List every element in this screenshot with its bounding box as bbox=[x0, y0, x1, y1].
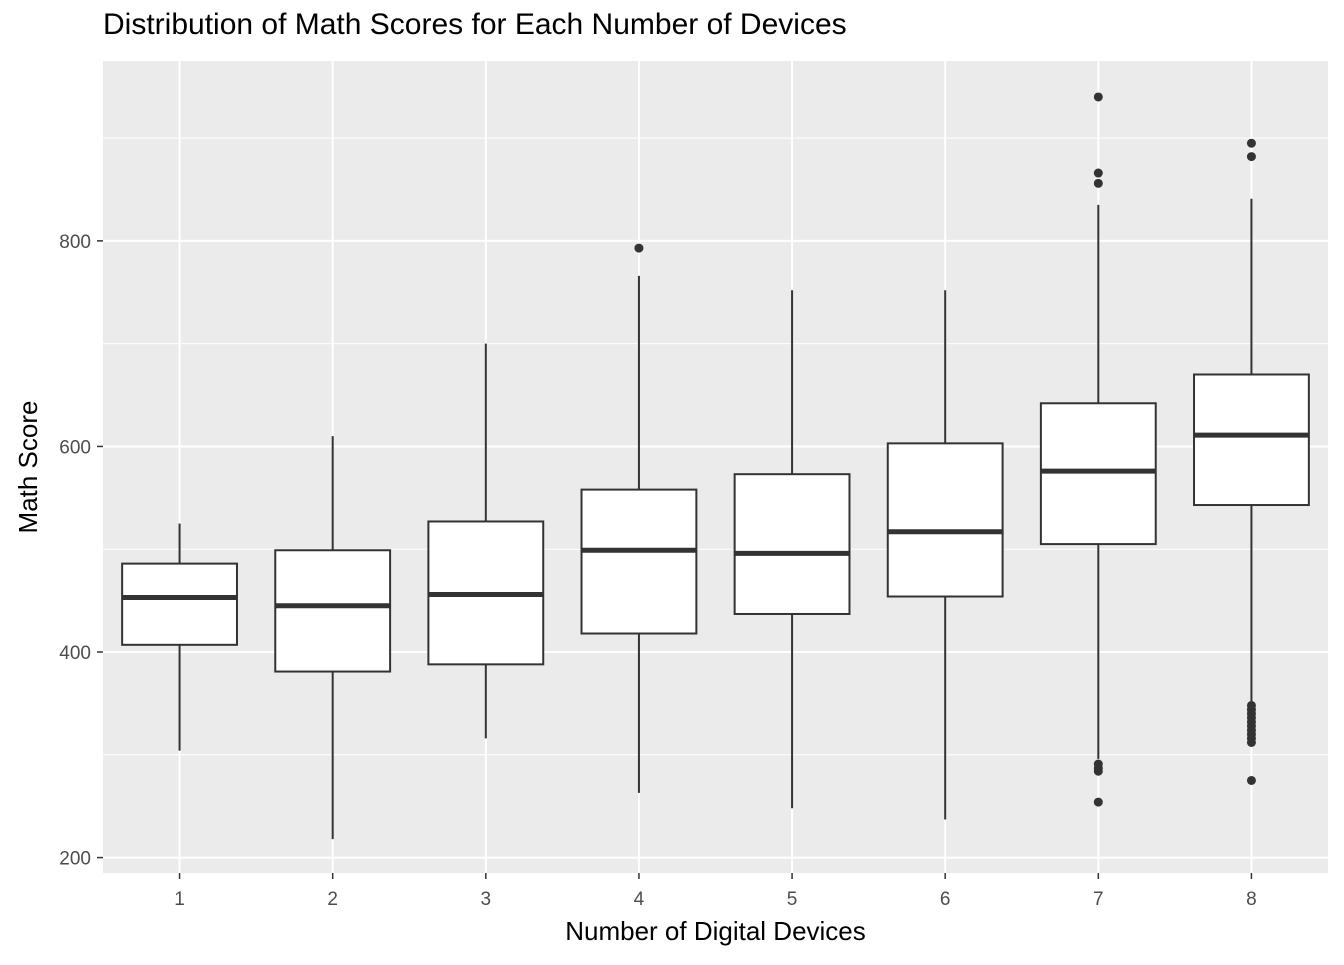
x-tick-label: 3 bbox=[481, 889, 492, 910]
outlier-point bbox=[1093, 178, 1103, 188]
x-tick-label: 5 bbox=[787, 889, 798, 910]
outlier-point bbox=[1093, 168, 1103, 178]
x-tick-label: 8 bbox=[1246, 889, 1257, 910]
y-tick-label: 600 bbox=[59, 437, 91, 458]
x-tick-label: 4 bbox=[634, 889, 645, 910]
x-axis-title: Number of Digital Devices bbox=[565, 916, 866, 946]
box-iqr bbox=[580, 488, 698, 635]
y-axis-title: Math Score bbox=[13, 401, 43, 534]
chart-title: Distribution of Math Scores for Each Num… bbox=[103, 8, 847, 41]
box-iqr bbox=[1193, 373, 1310, 507]
y-tick-label: 800 bbox=[59, 232, 91, 253]
box-iqr bbox=[274, 549, 392, 673]
box-iqr bbox=[1039, 402, 1157, 546]
x-tick-label: 6 bbox=[940, 889, 951, 910]
outlier-point bbox=[1093, 759, 1103, 769]
y-tick-label: 400 bbox=[59, 643, 91, 664]
box-iqr bbox=[121, 562, 238, 646]
x-tick-label: 1 bbox=[174, 889, 185, 910]
x-tick-label: 2 bbox=[327, 889, 338, 910]
outlier-point bbox=[1093, 92, 1103, 102]
outlier-point bbox=[1246, 775, 1256, 785]
outlier-point bbox=[1093, 797, 1103, 807]
x-tick-label: 7 bbox=[1093, 889, 1104, 910]
box-iqr bbox=[886, 442, 1004, 598]
outlier-point bbox=[634, 243, 644, 253]
outlier-point bbox=[1246, 152, 1256, 162]
y-tick-label: 200 bbox=[59, 849, 91, 870]
outlier-point bbox=[1246, 138, 1256, 148]
box-iqr bbox=[733, 473, 851, 615]
outlier-point bbox=[1246, 700, 1256, 710]
